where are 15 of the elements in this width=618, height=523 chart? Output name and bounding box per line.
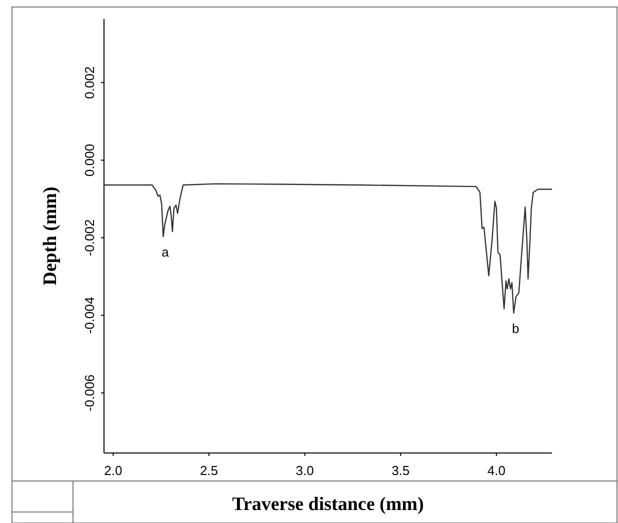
- y-tick-label: 0.002: [82, 66, 97, 99]
- line-series: [103, 183, 553, 314]
- x-axis-title: Traverse distance (mm): [232, 494, 424, 515]
- annotation: b: [512, 320, 520, 336]
- y-axis-title: Depth (mm): [40, 186, 61, 286]
- x-tick-label: 4.0: [487, 463, 506, 478]
- x-tick-label: 3.5: [392, 463, 410, 478]
- y-tick-label: -0.004: [82, 296, 97, 334]
- x-tick-label: 3.0: [296, 463, 314, 478]
- y-tick-label: -0.002: [82, 219, 97, 256]
- x-tick-label: 2.0: [104, 463, 122, 478]
- x-tick-label: 2.5: [200, 463, 218, 478]
- y-tick-label: -0.006: [82, 374, 97, 412]
- y-tick-label: 0.000: [82, 144, 97, 176]
- annotation: a: [162, 244, 170, 260]
